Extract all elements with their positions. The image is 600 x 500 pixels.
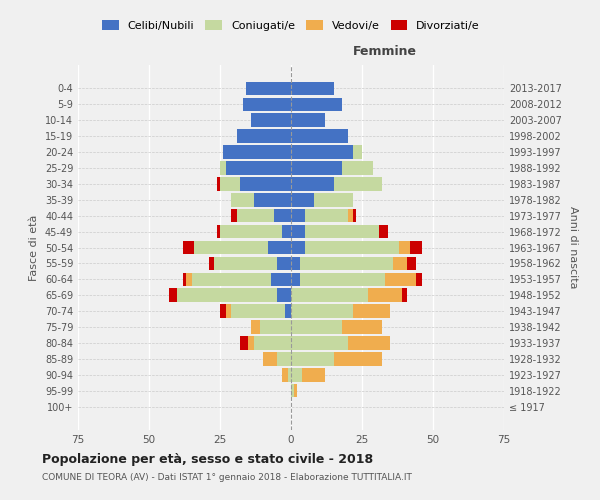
Bar <box>291 193 314 206</box>
Bar <box>248 336 254 350</box>
Bar <box>251 320 260 334</box>
Bar <box>169 288 178 302</box>
Bar <box>277 288 291 302</box>
Bar <box>220 161 226 174</box>
Bar <box>299 272 385 286</box>
Bar <box>263 352 277 366</box>
Bar <box>274 209 291 222</box>
Bar <box>226 161 291 174</box>
Bar <box>240 336 248 350</box>
Bar <box>302 368 325 382</box>
Bar <box>186 272 191 286</box>
Bar <box>217 177 220 190</box>
Bar <box>217 225 220 238</box>
Bar <box>191 272 271 286</box>
Bar <box>353 145 362 159</box>
Bar <box>283 368 288 382</box>
Bar <box>237 130 291 143</box>
Bar <box>268 240 291 254</box>
Bar <box>251 114 291 127</box>
Text: Popolazione per età, sesso e stato civile - 2018: Popolazione per età, sesso e stato civil… <box>42 452 373 466</box>
Bar <box>342 320 382 334</box>
Bar <box>183 240 194 254</box>
Bar <box>291 352 334 366</box>
Bar <box>291 209 305 222</box>
Bar <box>291 240 305 254</box>
Bar <box>294 384 296 398</box>
Bar <box>291 145 353 159</box>
Bar <box>416 272 422 286</box>
Bar <box>178 288 277 302</box>
Bar <box>385 272 416 286</box>
Y-axis label: Anni di nascita: Anni di nascita <box>568 206 578 289</box>
Bar <box>194 240 268 254</box>
Bar <box>209 256 214 270</box>
Text: COMUNE DI TEORA (AV) - Dati ISTAT 1° gennaio 2018 - Elaborazione TUTTITALIA.IT: COMUNE DI TEORA (AV) - Dati ISTAT 1° gen… <box>42 472 412 482</box>
Bar <box>288 368 291 382</box>
Bar <box>368 288 402 302</box>
Bar <box>314 193 353 206</box>
Bar <box>291 320 342 334</box>
Bar <box>291 288 368 302</box>
Bar <box>283 225 291 238</box>
Y-axis label: Fasce di età: Fasce di età <box>29 214 39 280</box>
Bar <box>305 225 379 238</box>
Bar <box>271 272 291 286</box>
Bar <box>348 209 353 222</box>
Bar <box>334 177 382 190</box>
Bar <box>342 161 373 174</box>
Bar <box>379 225 388 238</box>
Bar <box>277 256 291 270</box>
Bar <box>232 209 237 222</box>
Bar <box>232 193 254 206</box>
Bar <box>260 320 291 334</box>
Legend: Celibi/Nubili, Coniugati/e, Vedovi/e, Divorziati/e: Celibi/Nubili, Coniugati/e, Vedovi/e, Di… <box>98 16 484 36</box>
Bar <box>277 352 291 366</box>
Bar <box>245 82 291 95</box>
Bar <box>353 304 391 318</box>
Bar <box>305 209 348 222</box>
Bar <box>399 240 410 254</box>
Bar <box>291 225 305 238</box>
Bar <box>220 225 283 238</box>
Bar <box>223 145 291 159</box>
Bar <box>299 256 393 270</box>
Bar <box>214 256 277 270</box>
Bar <box>291 336 348 350</box>
Bar <box>305 240 399 254</box>
Bar <box>291 304 353 318</box>
Bar <box>220 177 240 190</box>
Bar <box>291 177 334 190</box>
Bar <box>254 193 291 206</box>
Bar <box>291 161 342 174</box>
Bar <box>232 304 286 318</box>
Bar <box>237 209 274 222</box>
Bar <box>402 288 407 302</box>
Bar <box>393 256 407 270</box>
Bar <box>291 384 294 398</box>
Bar <box>291 130 348 143</box>
Bar <box>291 114 325 127</box>
Bar <box>291 82 334 95</box>
Bar <box>286 304 291 318</box>
Bar <box>410 240 422 254</box>
Bar <box>220 304 226 318</box>
Bar <box>348 336 391 350</box>
Bar <box>243 98 291 111</box>
Text: Femmine: Femmine <box>353 44 417 58</box>
Bar <box>240 177 291 190</box>
Bar <box>407 256 416 270</box>
Bar <box>183 272 186 286</box>
Bar <box>226 304 232 318</box>
Bar <box>291 256 299 270</box>
Bar <box>353 209 356 222</box>
Bar <box>291 368 302 382</box>
Bar <box>291 272 299 286</box>
Bar <box>291 98 342 111</box>
Bar <box>254 336 291 350</box>
Bar <box>334 352 382 366</box>
